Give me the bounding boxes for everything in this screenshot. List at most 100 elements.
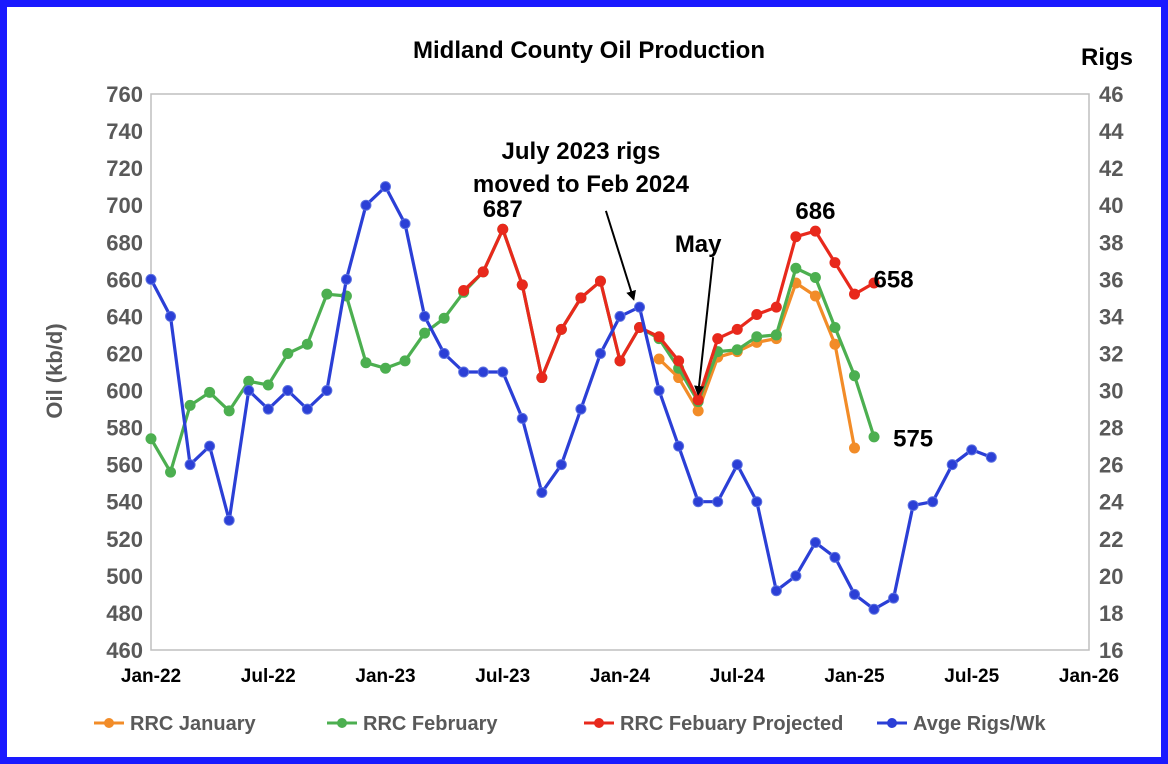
legend-entry: RRC Febuary Projected bbox=[620, 713, 843, 735]
right-axis-tick-label: 34 bbox=[1099, 304, 1124, 329]
data-point-avge-rigs-wk bbox=[497, 366, 509, 378]
left-axis-tick-label: 660 bbox=[106, 267, 143, 292]
data-point-avge-rigs-wk bbox=[751, 496, 763, 508]
data-point-avge-rigs-wk bbox=[927, 496, 939, 508]
right-axis-tick-label: 26 bbox=[1099, 453, 1123, 478]
left-axis-tick-label: 560 bbox=[106, 453, 143, 478]
data-point-rrc-february bbox=[419, 327, 431, 339]
arrow-note-arrow bbox=[604, 210, 636, 301]
data-point-rrc-february bbox=[360, 357, 372, 369]
data-point-avge-rigs-wk bbox=[184, 459, 196, 471]
data-point-rrc-february bbox=[262, 379, 274, 391]
x-axis-ticks: Jan-22 Jul-22 Jan-23 Jul-23 Jan-24 Jul-24 Jan-… bbox=[121, 666, 1119, 687]
data-point-rrc-febuary-projected bbox=[673, 355, 685, 367]
left-axis-ticks: 460 480 500 520 540 560 580 600 620 640 660 680 700 7… bbox=[106, 82, 143, 663]
data-point-avge-rigs-wk bbox=[829, 551, 841, 563]
right-axis-tick-label: 30 bbox=[1099, 379, 1123, 404]
data-point-rrc-january bbox=[692, 405, 704, 417]
data-point-avge-rigs-wk bbox=[575, 403, 587, 415]
left-axis-tick-label: 500 bbox=[106, 564, 143, 589]
legend-swatch-marker bbox=[337, 718, 347, 728]
data-point-avge-rigs-wk bbox=[340, 273, 352, 285]
data-point-rrc-febuary-projected bbox=[809, 225, 821, 237]
right-axis-tick-label: 28 bbox=[1099, 416, 1123, 441]
data-point-avge-rigs-wk bbox=[594, 347, 606, 359]
x-axis-tick-label: Jan-24 bbox=[590, 666, 651, 687]
data-point-rrc-febuary-projected bbox=[653, 331, 665, 343]
data-point-avge-rigs-wk bbox=[145, 273, 157, 285]
legend-entry: RRC January bbox=[130, 713, 256, 735]
data-point-rrc-february bbox=[790, 262, 802, 274]
annotation-label: 686 bbox=[795, 198, 835, 225]
data-point-avge-rigs-wk bbox=[946, 459, 958, 471]
legend: RRC January RRC February RRC Febuary Proje… bbox=[94, 713, 1046, 735]
data-point-avge-rigs-wk bbox=[243, 385, 255, 397]
data-point-rrc-febuary-projected bbox=[614, 355, 626, 367]
left-axis-label: Oil (kb/d) bbox=[42, 323, 67, 418]
data-point-avge-rigs-wk bbox=[399, 218, 411, 230]
x-axis-tick-label: Jan-26 bbox=[1059, 666, 1119, 687]
x-axis-tick-label: Jan-23 bbox=[355, 666, 415, 687]
annotation-label: 687 bbox=[483, 196, 523, 223]
arrow-note-text: July 2023 rigs bbox=[502, 138, 661, 165]
data-point-rrc-febuary-projected bbox=[555, 323, 567, 335]
data-point-avge-rigs-wk bbox=[360, 199, 372, 211]
data-point-rrc-febuary-projected bbox=[868, 277, 880, 289]
data-point-avge-rigs-wk bbox=[985, 451, 997, 463]
data-point-avge-rigs-wk bbox=[712, 496, 724, 508]
x-axis-tick-label: Jan-22 bbox=[121, 666, 181, 687]
data-point-rrc-february bbox=[243, 375, 255, 387]
data-point-avge-rigs-wk bbox=[653, 385, 665, 397]
data-point-rrc-febuary-projected bbox=[790, 231, 802, 243]
left-axis-tick-label: 520 bbox=[106, 527, 143, 552]
legend-entry: RRC February bbox=[363, 713, 498, 735]
data-point-rrc-february bbox=[770, 329, 782, 341]
data-point-rrc-febuary-projected bbox=[849, 288, 860, 300]
data-point-avge-rigs-wk bbox=[419, 310, 431, 322]
data-point-rrc-january bbox=[653, 353, 665, 365]
data-point-rrc-february bbox=[145, 433, 157, 445]
data-point-avge-rigs-wk bbox=[868, 603, 880, 615]
series-line-avge-rigs-wk bbox=[149, 185, 992, 611]
data-point-rrc-february bbox=[204, 386, 216, 398]
data-point-avge-rigs-wk bbox=[614, 310, 626, 322]
data-point-avge-rigs-wk bbox=[809, 537, 821, 549]
right-axis-tick-label: 40 bbox=[1099, 193, 1123, 218]
data-point-avge-rigs-wk bbox=[458, 366, 470, 378]
series-line-rrc-febuary-projected bbox=[462, 227, 875, 402]
data-point-avge-rigs-wk bbox=[966, 444, 978, 456]
annotation-label: 658 bbox=[874, 266, 914, 293]
data-point-avge-rigs-wk bbox=[673, 440, 685, 452]
data-point-rrc-february bbox=[731, 344, 743, 356]
x-axis-tick-label: Jan-25 bbox=[824, 666, 885, 687]
left-axis-tick-label: 740 bbox=[106, 119, 143, 144]
data-point-avge-rigs-wk bbox=[438, 347, 450, 359]
data-point-avge-rigs-wk bbox=[849, 588, 860, 600]
data-point-rrc-febuary-projected bbox=[829, 257, 841, 269]
may-arrow bbox=[694, 256, 715, 396]
data-point-rrc-febuary-projected bbox=[458, 284, 470, 296]
data-point-avge-rigs-wk bbox=[516, 412, 528, 424]
data-point-avge-rigs-wk bbox=[907, 499, 919, 511]
data-point-rrc-february bbox=[399, 355, 411, 367]
series-line-rrc-january bbox=[657, 281, 857, 449]
x-axis-tick-label: Jul-22 bbox=[241, 666, 296, 687]
right-axis-tick-label: 18 bbox=[1099, 601, 1123, 626]
data-point-avge-rigs-wk bbox=[165, 310, 177, 322]
x-axis-tick-label: Jul-24 bbox=[710, 666, 765, 687]
left-axis-tick-label: 700 bbox=[106, 193, 143, 218]
x-axis-tick-label: Jul-25 bbox=[944, 666, 999, 687]
left-axis-tick-label: 760 bbox=[106, 82, 143, 107]
data-point-avge-rigs-wk bbox=[380, 181, 391, 193]
right-axis-tick-label: 24 bbox=[1099, 490, 1124, 515]
legend-swatch-marker bbox=[594, 718, 604, 728]
data-point-rrc-febuary-projected bbox=[516, 279, 528, 291]
data-point-avge-rigs-wk bbox=[790, 570, 802, 582]
data-point-rrc-january bbox=[829, 338, 841, 350]
data-point-rrc-february bbox=[223, 405, 235, 417]
right-axis-tick-label: 38 bbox=[1099, 230, 1123, 255]
legend-swatch-marker bbox=[104, 718, 114, 728]
data-point-avge-rigs-wk bbox=[301, 403, 313, 415]
series-line-rrc-february bbox=[149, 227, 876, 474]
data-point-rrc-febuary-projected bbox=[536, 372, 548, 384]
